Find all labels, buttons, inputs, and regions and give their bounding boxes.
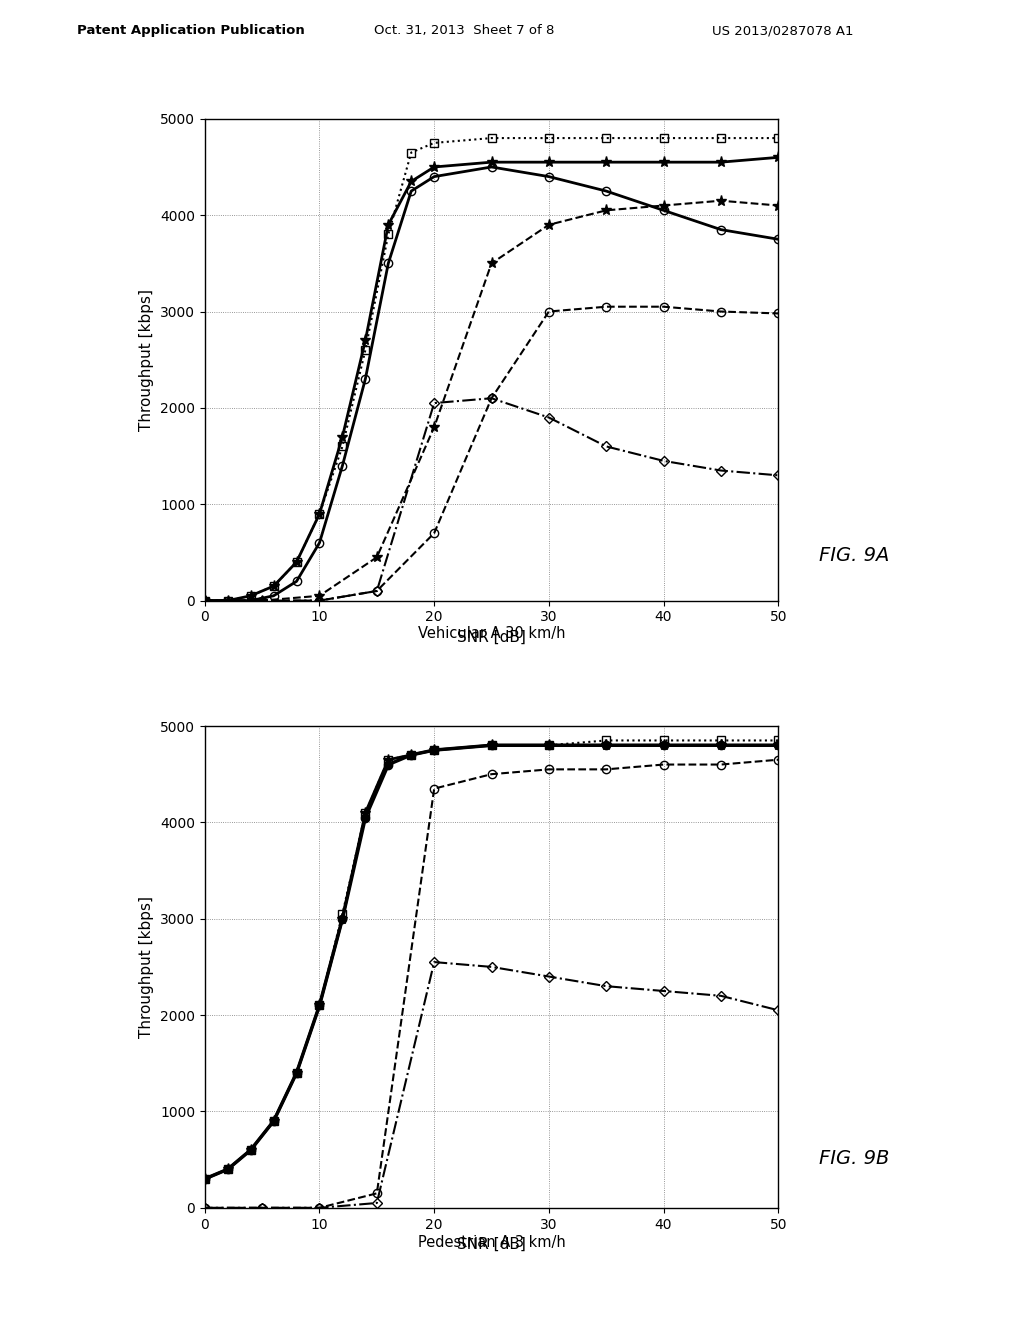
X-axis label: SNR [dB]: SNR [dB] bbox=[457, 630, 526, 645]
Text: Patent Application Publication: Patent Application Publication bbox=[77, 24, 304, 37]
Text: FIG. 9A: FIG. 9A bbox=[819, 546, 890, 565]
Text: Vehicular A 30 km/h: Vehicular A 30 km/h bbox=[418, 626, 565, 640]
Text: US 2013/0287078 A1: US 2013/0287078 A1 bbox=[712, 24, 853, 37]
Y-axis label: Throughput [kbps]: Throughput [kbps] bbox=[139, 896, 155, 1038]
Text: Pedestrian A 3 km/h: Pedestrian A 3 km/h bbox=[418, 1236, 565, 1250]
Text: FIG. 9B: FIG. 9B bbox=[819, 1150, 890, 1168]
Y-axis label: Throughput [kbps]: Throughput [kbps] bbox=[139, 289, 155, 430]
Text: Oct. 31, 2013  Sheet 7 of 8: Oct. 31, 2013 Sheet 7 of 8 bbox=[374, 24, 554, 37]
X-axis label: SNR [dB]: SNR [dB] bbox=[457, 1237, 526, 1253]
